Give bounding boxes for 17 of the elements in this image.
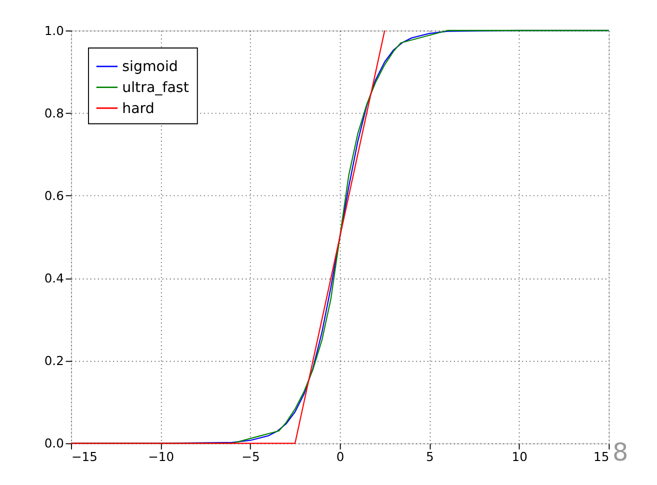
- x-tick-label: 0: [336, 450, 344, 464]
- text: 8: [612, 437, 628, 466]
- x-tick-label: 5: [426, 450, 434, 464]
- x-tick-label: 10: [512, 450, 528, 464]
- y-tick-label: 0.6: [44, 188, 64, 203]
- legend-label: hard: [122, 100, 154, 117]
- legend-label: ultra_fast: [122, 80, 190, 96]
- legend-label: sigmoid: [122, 59, 178, 76]
- y-tick-label: 1.0: [44, 24, 64, 38]
- y-tick-label: 0.0: [44, 436, 64, 451]
- x-tick-label: 15: [594, 450, 610, 464]
- x-tick-label: −10: [148, 450, 174, 464]
- y-tick-label: 0.8: [44, 106, 64, 120]
- y-tick-label: 0.2: [44, 354, 64, 368]
- x-tick-label: −15: [71, 450, 98, 464]
- x-tick-label: −5: [242, 450, 260, 464]
- y-tick-label: 0.4: [44, 271, 64, 286]
